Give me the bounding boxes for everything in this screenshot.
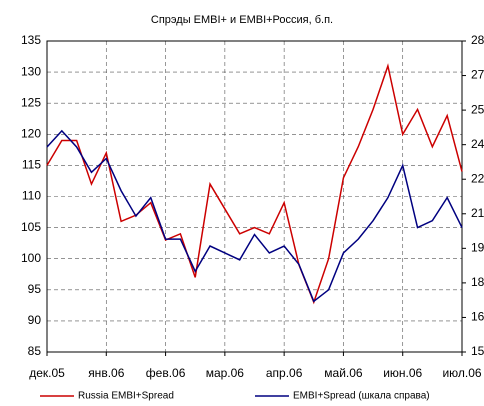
- y2-tick-label: 165: [471, 310, 484, 324]
- y-tick-label: 125: [21, 95, 41, 109]
- y2-tick-label: 150: [471, 344, 484, 358]
- series-line: [46, 129, 463, 303]
- x-tick-label: мар.06: [206, 366, 245, 380]
- y-tick-label: 85: [28, 344, 42, 358]
- y-tick-label: 115: [22, 158, 41, 172]
- y-tick-label: 95: [28, 282, 42, 296]
- y2-tick-label: 240: [471, 137, 484, 151]
- x-tick-label: апр.06: [266, 366, 303, 380]
- y2-tick-label: 195: [471, 241, 484, 255]
- y-tick-label: 105: [21, 220, 41, 234]
- y2-tick-label: 270: [471, 68, 484, 82]
- x-tick-label: июл.06: [442, 366, 481, 380]
- x-tick-label: янв.06: [88, 366, 125, 380]
- plot-frame: [46, 40, 463, 353]
- legend-label: EMBI+Spread (шкала справа): [293, 391, 430, 402]
- y2-tick-label: 255: [471, 102, 484, 116]
- x-tick-label: фев.06: [146, 366, 186, 380]
- y2-tick-label: 210: [471, 206, 484, 220]
- x-tick-label: май.06: [324, 366, 363, 380]
- series-line: [46, 63, 463, 305]
- y-tick-label: 120: [21, 126, 41, 140]
- y2-tick-label: 225: [471, 171, 484, 185]
- y-tick-label: 130: [21, 64, 41, 78]
- y-tick-label: 135: [21, 33, 41, 47]
- y2-tick-label: 180: [471, 275, 484, 289]
- y-tick-label: 90: [28, 313, 42, 327]
- legend-label: Russia EMBI+Spread: [78, 391, 174, 402]
- x-tick-label: июн.06: [383, 366, 422, 380]
- y-tick-label: 100: [21, 251, 41, 265]
- y-tick-label: 110: [22, 189, 41, 203]
- x-tick-label: дек.05: [29, 366, 65, 380]
- chart-title: Спрэды EMBI+ и EMBI+Россия, б.п.: [151, 14, 333, 26]
- y2-tick-label: 285: [471, 33, 484, 47]
